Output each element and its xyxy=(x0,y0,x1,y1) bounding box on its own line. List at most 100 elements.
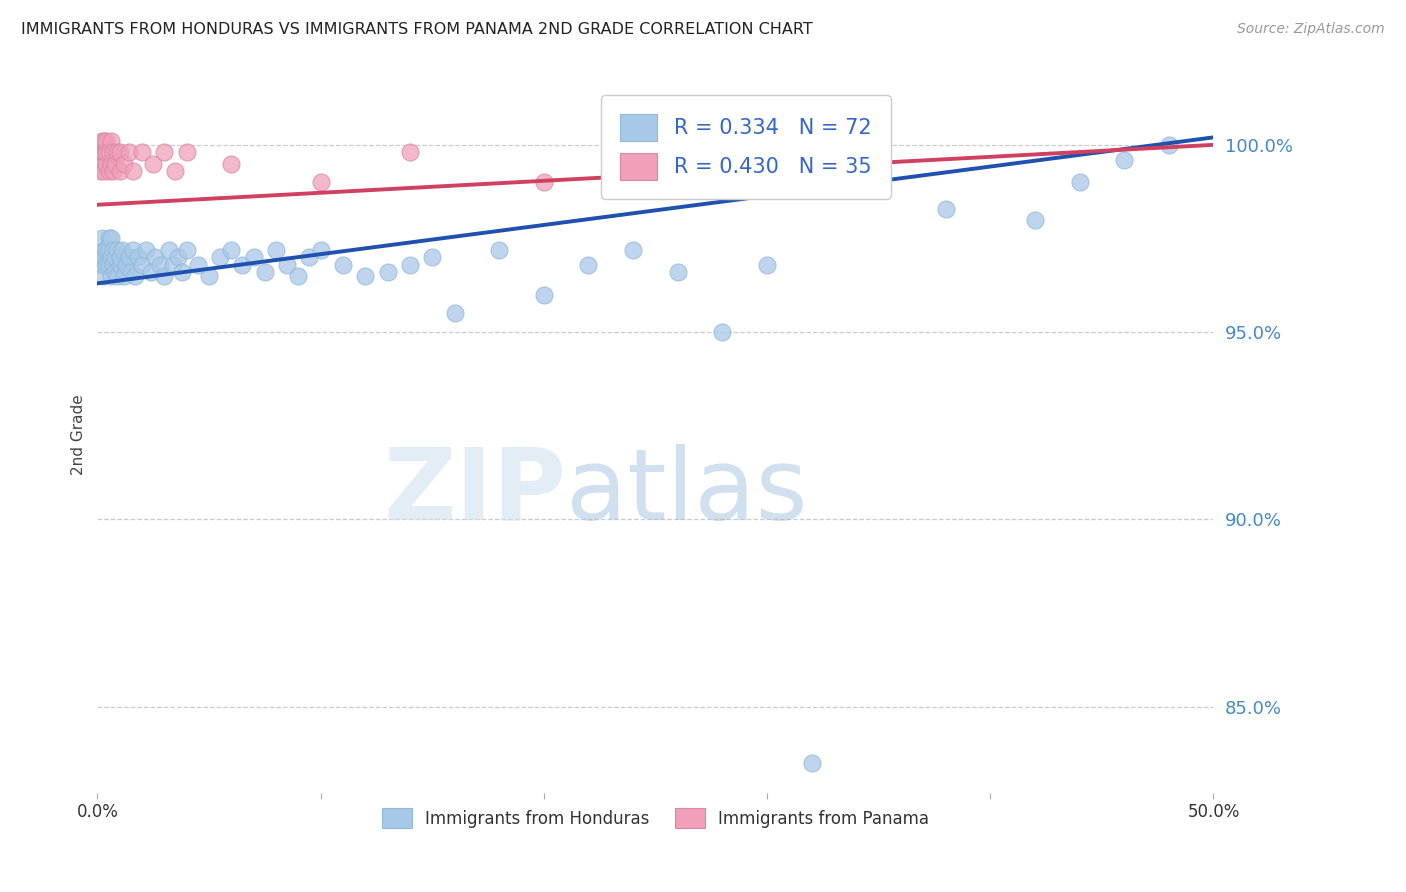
Point xyxy=(93,164,115,178)
Point xyxy=(96,134,118,148)
Point xyxy=(309,243,332,257)
Point xyxy=(666,265,689,279)
Point xyxy=(117,145,139,160)
Point xyxy=(96,156,118,170)
Point xyxy=(309,175,332,189)
Point xyxy=(112,156,135,170)
Point xyxy=(97,164,120,178)
Point xyxy=(287,268,309,283)
Point xyxy=(93,268,115,283)
Point xyxy=(104,156,127,170)
Point xyxy=(97,231,120,245)
Point xyxy=(533,287,555,301)
Point xyxy=(354,268,377,283)
Point xyxy=(97,145,120,160)
Point xyxy=(90,145,112,160)
Point xyxy=(149,258,172,272)
Point xyxy=(162,258,184,272)
Point xyxy=(145,250,167,264)
Legend: Immigrants from Honduras, Immigrants from Panama: Immigrants from Honduras, Immigrants fro… xyxy=(375,802,935,834)
Point xyxy=(377,265,399,279)
Point xyxy=(153,145,176,160)
Point xyxy=(96,243,118,257)
Point xyxy=(101,243,124,257)
Point xyxy=(800,756,823,770)
Point xyxy=(533,175,555,189)
Point xyxy=(135,243,157,257)
Point xyxy=(142,156,165,170)
Point xyxy=(219,156,242,170)
Point xyxy=(93,134,115,148)
Point xyxy=(800,145,823,160)
Point xyxy=(139,265,162,279)
Point xyxy=(231,258,253,272)
Point xyxy=(89,250,111,264)
Point xyxy=(107,145,129,160)
Point xyxy=(935,202,957,216)
Point xyxy=(332,258,354,272)
Point xyxy=(172,265,194,279)
Point xyxy=(96,145,118,160)
Point xyxy=(1024,212,1046,227)
Point xyxy=(90,134,112,148)
Point xyxy=(209,250,232,264)
Point xyxy=(176,145,198,160)
Point xyxy=(104,265,127,279)
Point xyxy=(298,250,321,264)
Point xyxy=(264,243,287,257)
Point xyxy=(621,243,644,257)
Point xyxy=(1114,153,1136,167)
Point xyxy=(578,258,600,272)
Point xyxy=(108,164,131,178)
Point xyxy=(187,258,209,272)
Point xyxy=(104,250,127,264)
Point xyxy=(242,250,264,264)
Point xyxy=(100,231,122,245)
Point xyxy=(100,268,122,283)
Point xyxy=(253,265,276,279)
Text: atlas: atlas xyxy=(567,443,807,541)
Point xyxy=(198,268,221,283)
Text: IMMIGRANTS FROM HONDURAS VS IMMIGRANTS FROM PANAMA 2ND GRADE CORRELATION CHART: IMMIGRANTS FROM HONDURAS VS IMMIGRANTS F… xyxy=(21,22,813,37)
Point xyxy=(131,258,153,272)
Point xyxy=(101,258,124,272)
Point xyxy=(157,243,180,257)
Y-axis label: 2nd Grade: 2nd Grade xyxy=(72,394,86,475)
Point xyxy=(166,250,188,264)
Point xyxy=(89,145,111,160)
Point xyxy=(734,156,756,170)
Point xyxy=(756,258,779,272)
Point xyxy=(96,258,118,272)
Point xyxy=(127,250,149,264)
Point xyxy=(93,250,115,264)
Point xyxy=(115,258,138,272)
Point xyxy=(219,243,242,257)
Point xyxy=(420,250,443,264)
Point xyxy=(101,164,124,178)
Point xyxy=(100,156,122,170)
Point xyxy=(399,258,422,272)
Point xyxy=(108,145,131,160)
Point xyxy=(100,250,122,264)
Point xyxy=(89,164,111,178)
Point xyxy=(97,258,120,272)
Point xyxy=(176,243,198,257)
Point xyxy=(108,258,131,272)
Point xyxy=(117,250,139,264)
Point xyxy=(122,243,145,257)
Point xyxy=(165,164,187,178)
Point xyxy=(120,265,142,279)
Point xyxy=(122,164,145,178)
Text: Source: ZipAtlas.com: Source: ZipAtlas.com xyxy=(1237,22,1385,37)
Point xyxy=(488,243,510,257)
Point xyxy=(124,268,146,283)
Point xyxy=(97,243,120,257)
Point xyxy=(1157,137,1180,152)
Point xyxy=(112,268,135,283)
Point xyxy=(101,145,124,160)
Point xyxy=(93,145,115,160)
Point xyxy=(443,306,465,320)
Point xyxy=(1069,175,1091,189)
Point xyxy=(90,258,112,272)
Point xyxy=(276,258,298,272)
